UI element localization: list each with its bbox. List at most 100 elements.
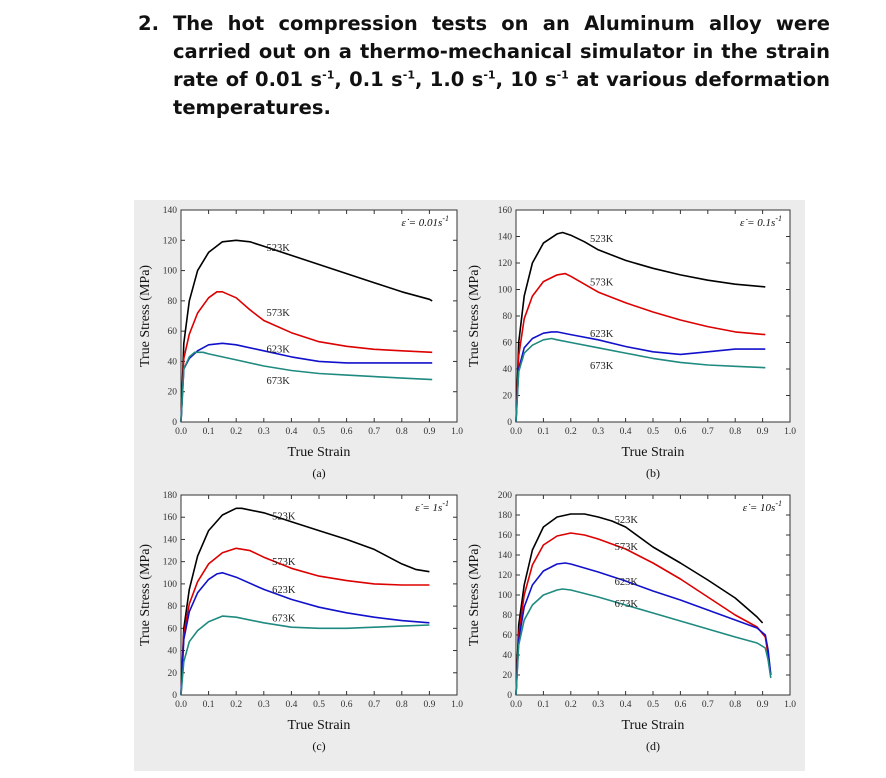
y-tick-label: 0	[172, 418, 177, 428]
y-axis-label: True Stress (MPa)	[138, 544, 153, 646]
series-label-623K: 623K	[267, 344, 291, 355]
y-tick-label: 120	[498, 259, 513, 269]
series-label-573K: 573K	[590, 278, 614, 289]
x-tick-label: 0.6	[674, 700, 686, 710]
series-label-623K: 623K	[590, 329, 614, 340]
y-tick-label: 60	[503, 339, 513, 349]
x-tick-label: 1.0	[784, 427, 796, 437]
y-tick-label: 20	[168, 388, 178, 398]
y-tick-label: 100	[498, 286, 513, 296]
x-tick-label: 0.9	[423, 700, 435, 710]
y-tick-label: 20	[503, 671, 513, 681]
y-tick-label: 0	[507, 691, 512, 701]
plot-area	[180, 209, 458, 423]
text-part: at various deformation temperatures.	[173, 68, 830, 119]
y-tick-label: 60	[168, 327, 178, 337]
series-line-673K	[515, 588, 772, 696]
y-tick-label: 180	[498, 511, 513, 521]
series-label-623K: 623K	[272, 585, 296, 596]
x-tick-label: 0.1	[203, 700, 215, 710]
x-tick-label: 0.4	[285, 700, 297, 710]
y-tick-label: 40	[503, 651, 513, 661]
x-tick-label: 0.8	[396, 427, 408, 437]
superscript: -1	[483, 68, 496, 82]
y-tick-label: 20	[503, 392, 513, 402]
panel-label: (a)	[312, 466, 325, 480]
series-label-673K: 673K	[267, 376, 291, 387]
y-tick-label: 120	[498, 571, 513, 581]
x-tick-label: 1.0	[784, 700, 796, 710]
series-label-523K: 523K	[267, 243, 291, 254]
strain-rate-label: ε̇ = 0.01s-1	[402, 214, 449, 229]
series-label-673K: 673K	[272, 614, 296, 625]
y-tick-label: 0	[172, 691, 177, 701]
series-label-523K: 523K	[615, 515, 639, 526]
y-tick-label: 180	[163, 491, 178, 501]
x-axis-label: True Strain	[622, 445, 685, 460]
y-axis-label: True Stress (MPa)	[138, 265, 153, 367]
panel-label: (b)	[646, 466, 660, 480]
y-tick-label: 160	[498, 531, 513, 541]
text-part: The hot compression tests on an Aluminum…	[173, 12, 830, 91]
y-tick-label: 40	[168, 647, 178, 657]
y-tick-label: 20	[168, 669, 178, 679]
x-tick-label: 0.8	[729, 427, 741, 437]
x-tick-label: 1.0	[451, 700, 463, 710]
series-label-673K: 673K	[590, 361, 614, 372]
y-tick-label: 80	[503, 611, 513, 621]
question-number: 2.	[138, 12, 159, 35]
x-tick-label: 0.8	[729, 700, 741, 710]
chart-panel-c: 0.0 0.1 0.2 0.3 0.4 0.5 0.6 0.7 0.8 0.9 1.0 0 20 40 60…	[134, 487, 466, 771]
x-tick-label: 0.2	[565, 700, 577, 710]
x-tick-label: 0.1	[203, 427, 215, 437]
x-tick-label: 0.6	[341, 700, 353, 710]
series-label-573K: 573K	[267, 308, 291, 319]
y-tick-label: 0	[507, 418, 512, 428]
question-body: The hot compression tests on an Aluminum…	[173, 10, 830, 122]
superscript: -1	[322, 68, 335, 82]
x-tick-label: 0.3	[258, 427, 270, 437]
chart-panel-a: 0.0 0.1 0.2 0.3 0.4 0.5 0.6 0.7 0.8 0.9 1.0 0 20 40 60…	[134, 200, 466, 488]
y-tick-label: 160	[498, 206, 513, 216]
x-tick-label: 0.5	[313, 700, 325, 710]
series-label-573K: 573K	[272, 557, 296, 568]
plot-area	[515, 494, 791, 696]
y-tick-label: 40	[503, 365, 513, 375]
y-tick-label: 120	[163, 236, 178, 246]
series-line-523K	[180, 507, 430, 696]
y-tick-label: 100	[498, 591, 513, 601]
x-tick-label: 0.7	[368, 700, 380, 710]
x-tick-label: 0.8	[396, 700, 408, 710]
chart-svg: 0.0 0.1 0.2 0.3 0.4 0.5 0.6 0.7 0.8 0.9 1.0 0 20 40 60…	[463, 487, 805, 771]
x-axis-label: True Strain	[622, 718, 685, 733]
x-tick-label: 0.2	[565, 427, 577, 437]
y-tick-label: 60	[503, 631, 513, 641]
series-line-673K	[180, 351, 433, 423]
series-label-523K: 523K	[272, 511, 296, 522]
x-tick-label: 0.5	[647, 700, 659, 710]
x-tick-label: 1.0	[451, 427, 463, 437]
y-tick-label: 120	[163, 558, 178, 568]
chart-svg: 0.0 0.1 0.2 0.3 0.4 0.5 0.6 0.7 0.8 0.9 1.0 0 20 40 60…	[463, 200, 805, 488]
x-tick-label: 0.4	[285, 427, 297, 437]
chart-panel-b: 0.0 0.1 0.2 0.3 0.4 0.5 0.6 0.7 0.8 0.9 1.0 0 20 40 60…	[463, 200, 805, 488]
chart-svg: 0.0 0.1 0.2 0.3 0.4 0.5 0.6 0.7 0.8 0.9 1.0 0 20 40 60…	[134, 487, 466, 771]
y-tick-label: 140	[498, 233, 513, 243]
x-tick-label: 0.4	[620, 427, 632, 437]
y-tick-label: 80	[168, 297, 178, 307]
superscript: -1	[556, 68, 569, 82]
x-tick-label: 0.2	[230, 427, 242, 437]
x-tick-label: 0.0	[510, 427, 522, 437]
series-line-623K	[180, 342, 433, 423]
x-tick-label: 0.3	[592, 700, 604, 710]
x-tick-label: 0.0	[510, 700, 522, 710]
y-tick-label: 160	[163, 513, 178, 523]
y-tick-label: 80	[168, 602, 178, 612]
text-part: , 1.0 s	[414, 68, 484, 91]
series-line-673K	[515, 337, 766, 423]
y-tick-label: 100	[163, 580, 178, 590]
series-line-523K	[515, 513, 764, 696]
y-tick-label: 200	[498, 491, 513, 501]
x-tick-label: 0.7	[368, 427, 380, 437]
x-tick-label: 0.0	[175, 700, 187, 710]
